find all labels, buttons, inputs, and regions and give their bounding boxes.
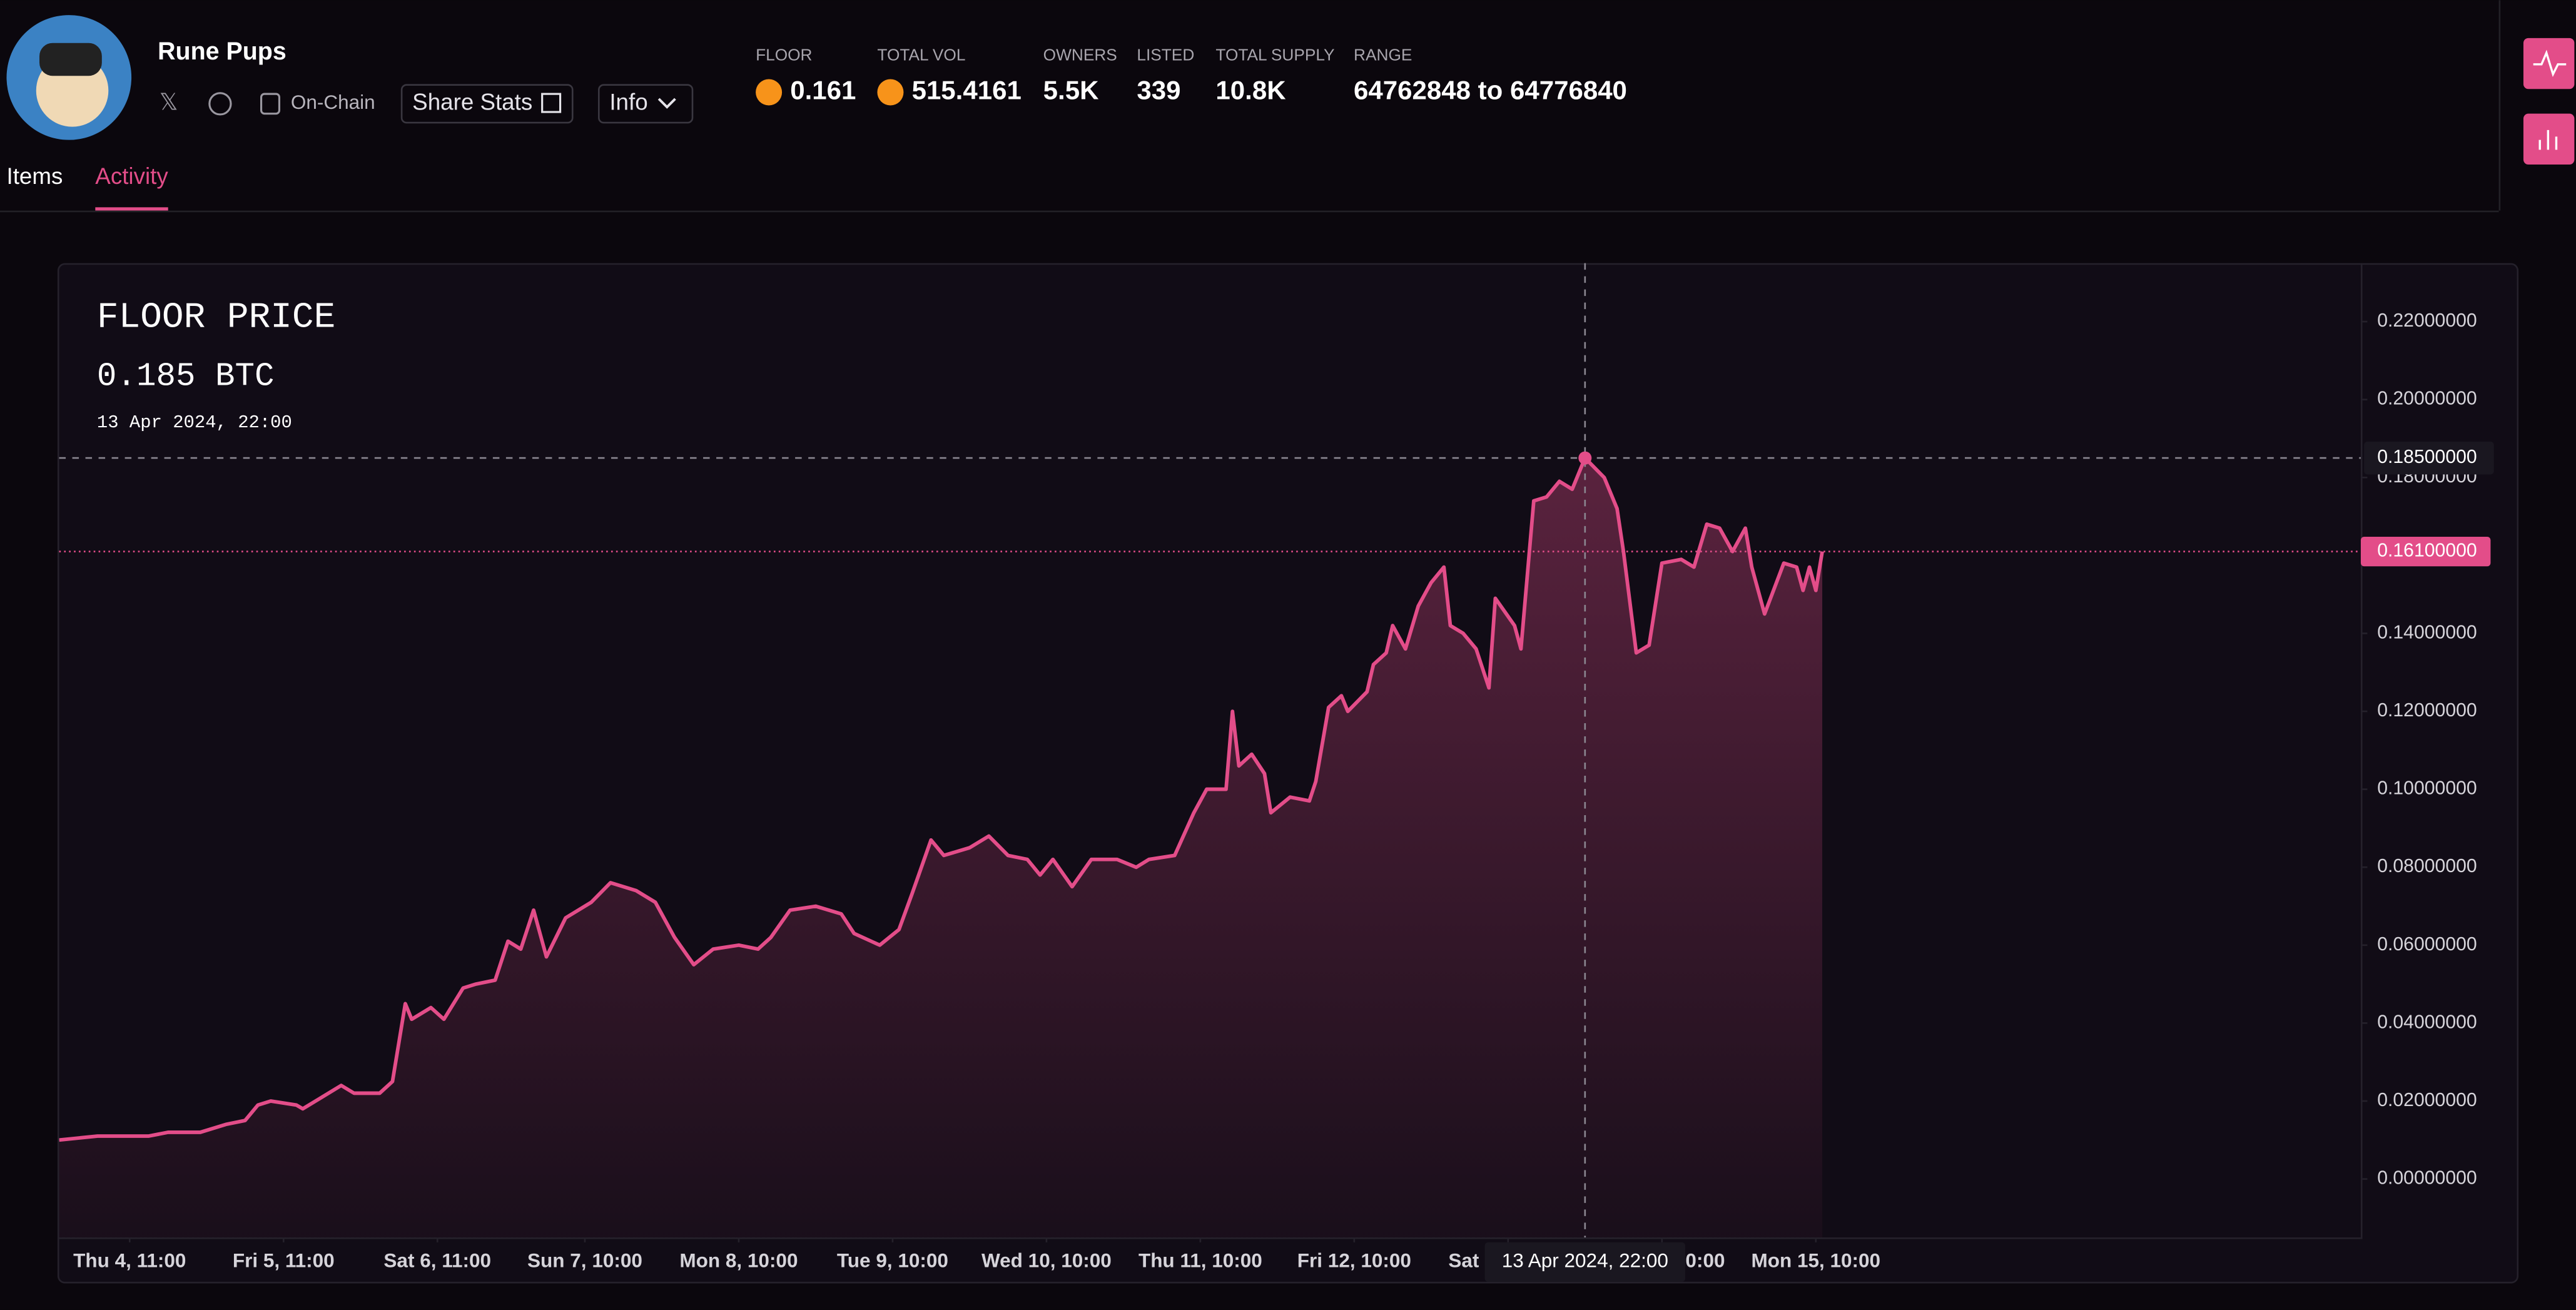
hover-date: 13 Apr 2024, 22:00 — [97, 412, 292, 433]
activity-icon — [2533, 49, 2567, 78]
info-button-label[interactable]: Info — [609, 89, 647, 115]
tab[interactable]: Items — [7, 163, 63, 189]
avatar-hat — [39, 43, 102, 76]
y-tick-label: 0.22000000 — [2377, 310, 2477, 331]
x-icon[interactable]: 𝕏 — [160, 89, 178, 115]
collection-name: Rune Pups — [158, 38, 287, 65]
info-button[interactable] — [597, 84, 694, 124]
share-button-label[interactable]: Share Stats — [412, 89, 532, 115]
crosshair-time-box — [1484, 1242, 1686, 1282]
y-tick-label: 0.06000000 — [2377, 934, 2477, 955]
chain-icon — [260, 93, 281, 115]
web-icon[interactable] — [208, 92, 232, 116]
area — [59, 458, 1823, 1238]
last-price-label: 0.16100000 — [2377, 541, 2477, 561]
x-tick-label: Thu 4, 11:00 — [73, 1249, 186, 1272]
stat-label: LISTED — [1137, 46, 1194, 64]
share-icon — [541, 93, 562, 113]
on-chain-label[interactable]: On-Chain — [291, 91, 375, 113]
stat-value: 5.5K — [1043, 76, 1099, 105]
stat-label: FLOOR — [756, 46, 812, 64]
crosshair-price-box — [2364, 441, 2494, 475]
chart-title: FLOOR PRICE — [97, 298, 335, 338]
hover-value: 0.185 BTC — [97, 358, 275, 395]
crosshair-price-label: 0.18500000 — [2377, 447, 2477, 467]
crosshair-time-label: 13 Apr 2024, 22:00 — [1502, 1249, 1668, 1272]
x-tick-label: Wed 10, 10:00 — [981, 1249, 1112, 1272]
stat-value: 64762848 to 64776840 — [1354, 76, 1627, 105]
y-tick-label: 0.04000000 — [2377, 1012, 2477, 1032]
stat-label: OWNERS — [1043, 46, 1117, 64]
y-tick-label: 0.12000000 — [2377, 700, 2477, 721]
crosshair-point — [1578, 451, 1592, 465]
stat-label: RANGE — [1354, 46, 1412, 64]
tabs: Items Activity — [7, 163, 168, 211]
chart-icon — [2538, 129, 2558, 150]
y-tick-label: 0.08000000 — [2377, 856, 2477, 876]
tab-underline — [95, 207, 168, 211]
line — [59, 456, 1824, 1142]
tab[interactable]: Activity — [95, 163, 168, 189]
x-tick-label: Mon 15, 10:00 — [1751, 1249, 1880, 1272]
stats: FLOOR 0.161 TOTAL VOL 515.4161 OWNERS 5.5K LIS… — [756, 46, 1627, 106]
y-tick-label: 0.20000000 — [2377, 388, 2477, 409]
btc-icon — [756, 79, 783, 106]
stat-label: TOTAL VOL — [877, 46, 965, 64]
y-tick-label: 0.00000000 — [2377, 1168, 2477, 1189]
x-tick-label: Thu 11, 10:00 — [1138, 1249, 1262, 1272]
x-tick-label: Mon 8, 10:00 — [679, 1249, 798, 1272]
btc-icon — [877, 79, 904, 106]
stat-value: 515.4161 — [912, 76, 1022, 105]
x-tick-label: Sun 7, 10:00 — [527, 1249, 642, 1272]
stat-label: TOTAL SUPPLY — [1215, 46, 1334, 64]
x-tick-label: Fri 12, 10:00 — [1297, 1249, 1411, 1272]
stat-value: 0.161 — [790, 76, 856, 105]
y-tick-label: 0.10000000 — [2377, 778, 2477, 799]
stat-value: 10.8K — [1215, 76, 1285, 105]
share-button[interactable] — [400, 84, 574, 124]
x-tick-label: Sat 6, 11:00 — [383, 1249, 491, 1272]
series — [59, 456, 1824, 1238]
y-tick-label: 0.02000000 — [2377, 1090, 2477, 1110]
stat-value: 339 — [1137, 76, 1180, 105]
x-tick-label: Fri 5, 11:00 — [233, 1249, 335, 1272]
y-tick-label: 0.14000000 — [2377, 622, 2477, 642]
plot: 0.00000000 0.02000000 0.04000000 0.06000000… — [59, 263, 2494, 1282]
chevron — [657, 98, 676, 109]
last-price-box — [2360, 536, 2491, 567]
x-tick-label: Tue 9, 10:00 — [837, 1249, 948, 1272]
